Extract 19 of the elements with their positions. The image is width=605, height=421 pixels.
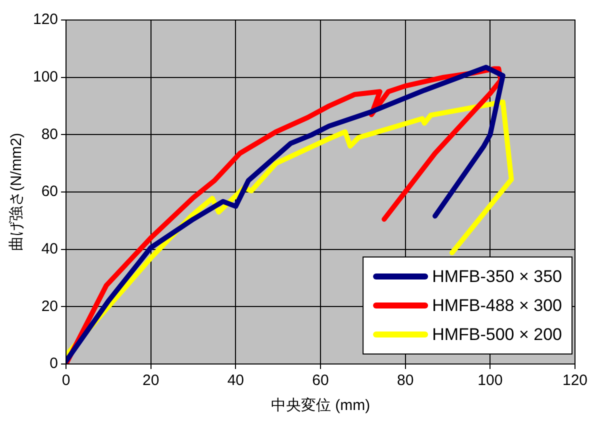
x-axis-title: 中央変位 (mm)	[270, 397, 370, 414]
y-tick-label: 40	[41, 240, 58, 258]
y-tick-label: 0	[50, 355, 58, 372]
y-tick-label: 120	[32, 11, 58, 28]
x-tick-label: 20	[142, 372, 160, 390]
legend-label: HMFB-500 × 200	[432, 325, 562, 344]
y-tick-label: 80	[41, 126, 58, 143]
x-tick-label: 60	[312, 372, 329, 390]
legend-label: HMFB-350 × 350	[432, 267, 562, 286]
y-tick-label: 20	[41, 298, 58, 315]
x-tick-label: 120	[562, 372, 588, 390]
x-tick-label: 80	[397, 372, 414, 390]
y-tick-label: 60	[41, 183, 58, 200]
x-tick-label: 0	[62, 372, 70, 390]
x-tick-label: 100	[478, 372, 503, 390]
y-axis-title: 曲げ強さ(N/mm2)	[8, 132, 26, 252]
y-tick-label: 100	[32, 68, 58, 86]
legend-label: HMFB-488 × 300	[432, 296, 562, 316]
x-tick-label: 40	[227, 372, 244, 390]
